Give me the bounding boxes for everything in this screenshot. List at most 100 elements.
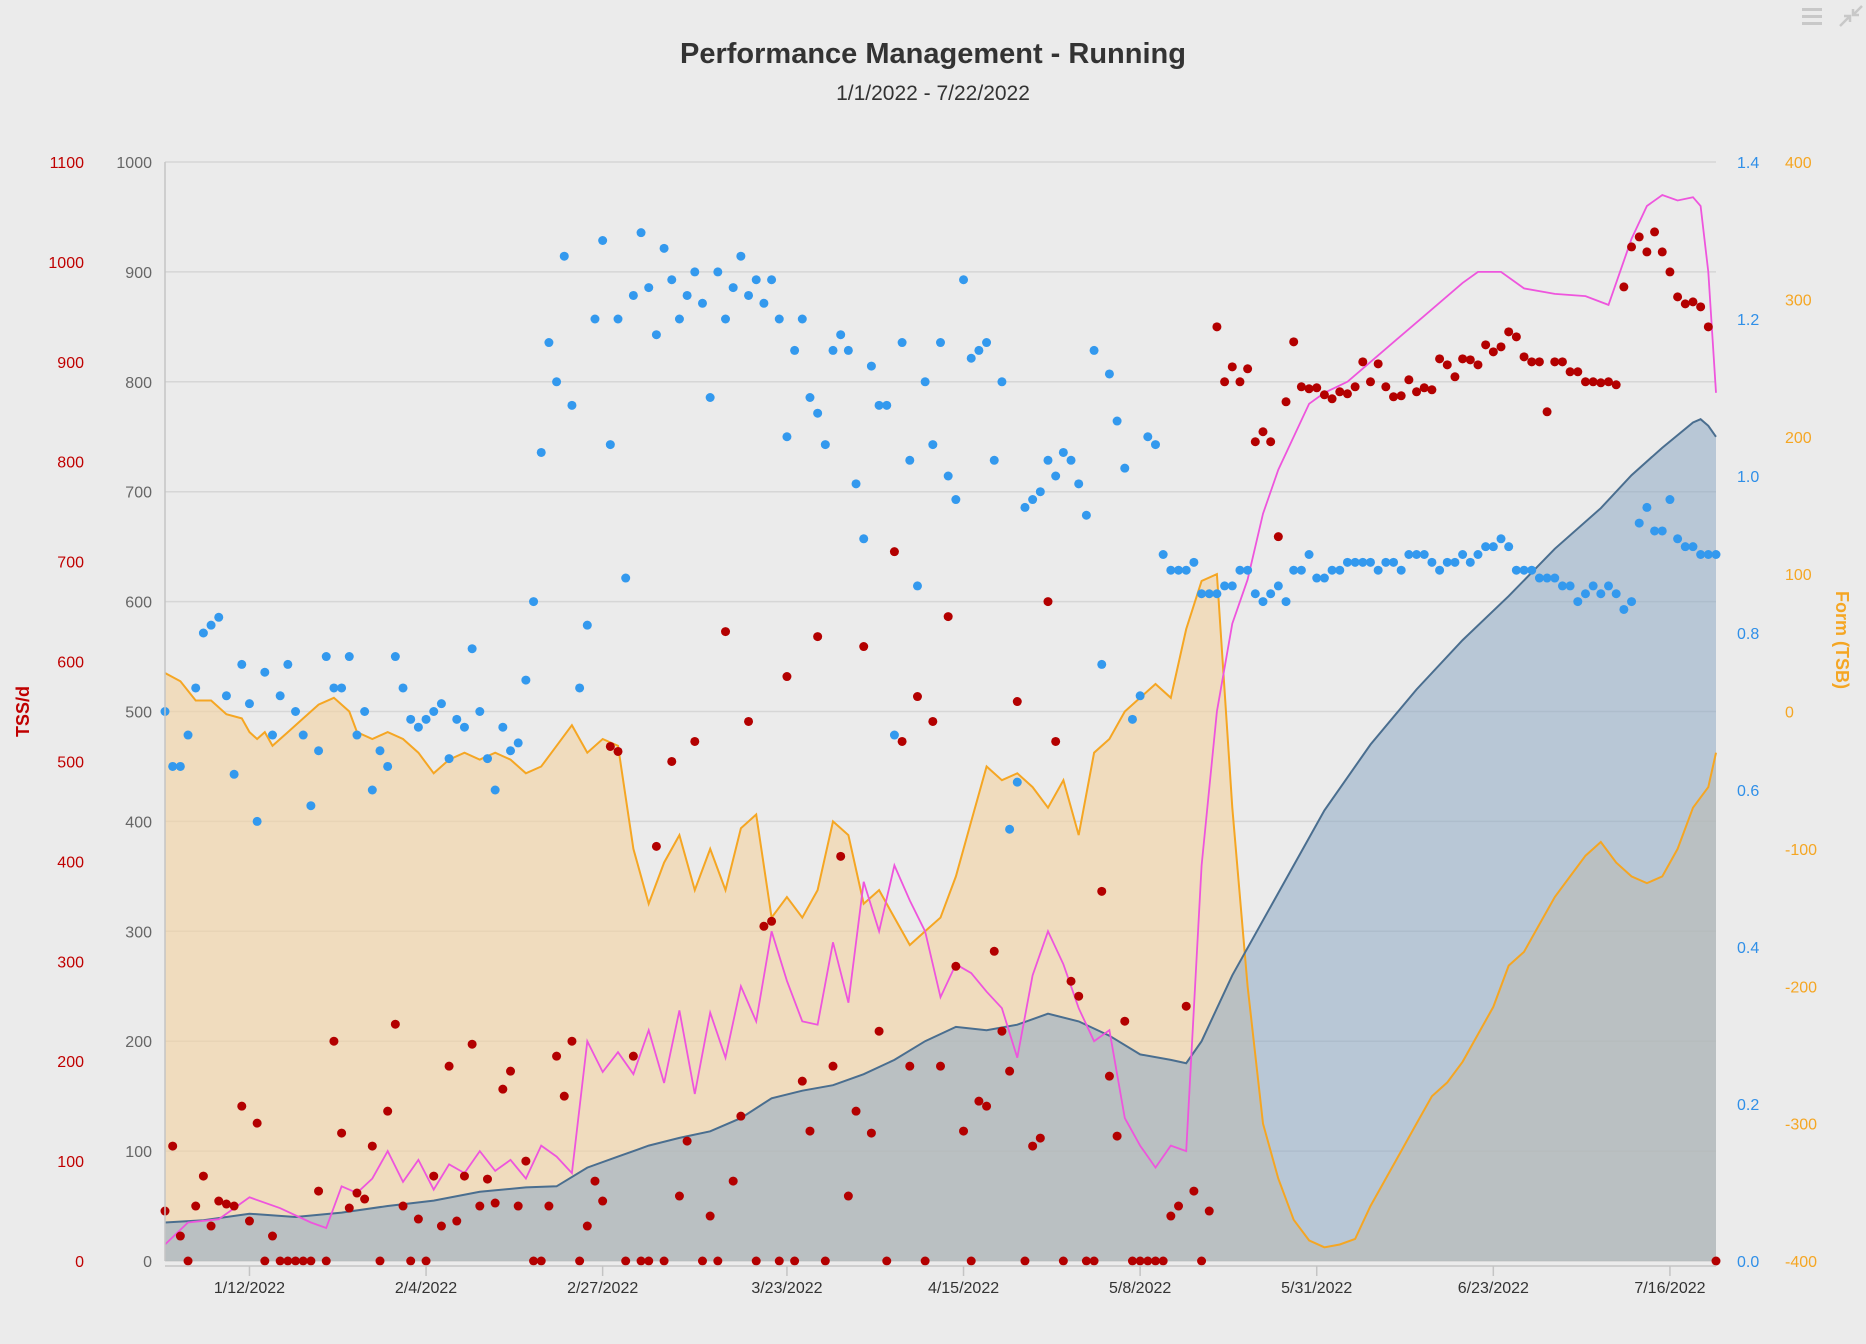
tss-point: [252, 1118, 262, 1128]
if-point: [1296, 565, 1306, 575]
fitness-area-fill: [165, 419, 1716, 1261]
if-point: [390, 652, 400, 662]
if-point: [1703, 550, 1713, 559]
load_axis-tick-label: 200: [125, 1034, 152, 1051]
if-point: [1127, 714, 1137, 724]
tss-point: [590, 1176, 600, 1186]
tss-point: [1496, 342, 1506, 352]
if-point: [1112, 416, 1122, 426]
if-point: [667, 275, 677, 285]
if-point: [1634, 518, 1644, 528]
if-point: [1143, 432, 1153, 442]
x-tick-label: 2/4/2022: [395, 1280, 457, 1297]
tss-point: [244, 1216, 254, 1226]
if-point: [1473, 550, 1483, 559]
form_axis-tick-label: 200: [1785, 430, 1812, 447]
tss-point: [1120, 1016, 1130, 1026]
if-point: [1220, 581, 1230, 591]
if-point: [628, 290, 638, 300]
tss-point: [552, 1051, 562, 1061]
if-point: [1028, 495, 1038, 505]
if-point: [398, 683, 408, 693]
if_axis-tick-label: 0.4: [1737, 940, 1759, 957]
tss-point: [1573, 367, 1583, 377]
if-point: [1604, 581, 1614, 591]
if-point: [375, 746, 385, 756]
if-point: [168, 761, 178, 771]
form-axis-title: Form (TSB): [1832, 591, 1852, 689]
scatter-points: [160, 227, 1721, 1266]
load_axis-tick-label: 600: [125, 595, 152, 612]
tss-point: [360, 1194, 370, 1204]
tss-point: [897, 736, 907, 746]
tss-point: [513, 1201, 523, 1211]
if-point: [1396, 565, 1406, 575]
if-point: [337, 683, 347, 693]
tss-point: [836, 851, 846, 861]
if-point: [352, 730, 362, 740]
tss-point: [628, 1051, 638, 1061]
if-point: [1596, 589, 1606, 599]
tss-point: [229, 1201, 239, 1211]
if-point: [966, 353, 976, 363]
tss-point: [813, 632, 823, 642]
if-point: [321, 652, 331, 662]
tss-point: [429, 1171, 439, 1181]
if-point: [429, 707, 439, 716]
tss-point: [1051, 736, 1061, 746]
if-point: [1389, 557, 1399, 567]
if-point: [544, 338, 554, 348]
tss_axis-tick-label: 700: [57, 555, 84, 572]
if-point: [314, 746, 324, 756]
if-point: [198, 628, 208, 638]
if-point: [1289, 565, 1299, 575]
collapse-arrows-icon[interactable]: [1836, 4, 1863, 30]
tss-point: [329, 1036, 339, 1046]
if-point: [1435, 565, 1445, 575]
tss-point: [782, 672, 792, 682]
if-point: [636, 228, 646, 238]
tss-point: [805, 1126, 815, 1136]
if-point: [298, 730, 308, 740]
if-point: [790, 345, 800, 355]
if-point: [1304, 550, 1314, 559]
if-point: [229, 769, 239, 779]
if-point: [1442, 557, 1452, 567]
tss-point: [337, 1128, 347, 1138]
tss-point: [1243, 364, 1253, 374]
hamburger-menu-icon[interactable]: [1800, 4, 1824, 28]
if-point: [582, 620, 592, 630]
if-point: [1519, 565, 1529, 575]
tss-point: [198, 1171, 208, 1181]
tss-point: [1266, 437, 1276, 447]
tss-point: [697, 1256, 707, 1266]
if-point: [221, 691, 231, 701]
if-point: [283, 659, 293, 669]
tss-point: [1580, 377, 1590, 387]
tss-point: [321, 1256, 331, 1266]
x-tick-label: 3/23/2022: [751, 1280, 822, 1297]
form_axis-tick-label: -100: [1785, 842, 1817, 859]
if-point: [697, 298, 707, 308]
tss-point: [1419, 383, 1429, 393]
tss-point: [713, 1256, 723, 1266]
tss-point: [559, 1091, 569, 1101]
x-tick-label: 1/12/2022: [214, 1280, 285, 1297]
if-point: [275, 691, 285, 701]
tss-point: [705, 1211, 715, 1221]
if-point: [1104, 369, 1114, 379]
tss-point: [1604, 377, 1614, 387]
tss-point: [1627, 242, 1637, 252]
tss-point: [1043, 597, 1053, 607]
if-point: [705, 393, 715, 402]
if-point: [805, 393, 815, 402]
tss-point: [1696, 302, 1706, 312]
if-point: [713, 267, 723, 277]
if-point: [183, 730, 193, 740]
if-point: [1174, 565, 1184, 575]
if_axis-tick-label: 1.4: [1737, 155, 1759, 172]
tss-point: [1358, 357, 1368, 367]
tss-point: [1112, 1131, 1122, 1141]
if-point: [175, 761, 185, 771]
